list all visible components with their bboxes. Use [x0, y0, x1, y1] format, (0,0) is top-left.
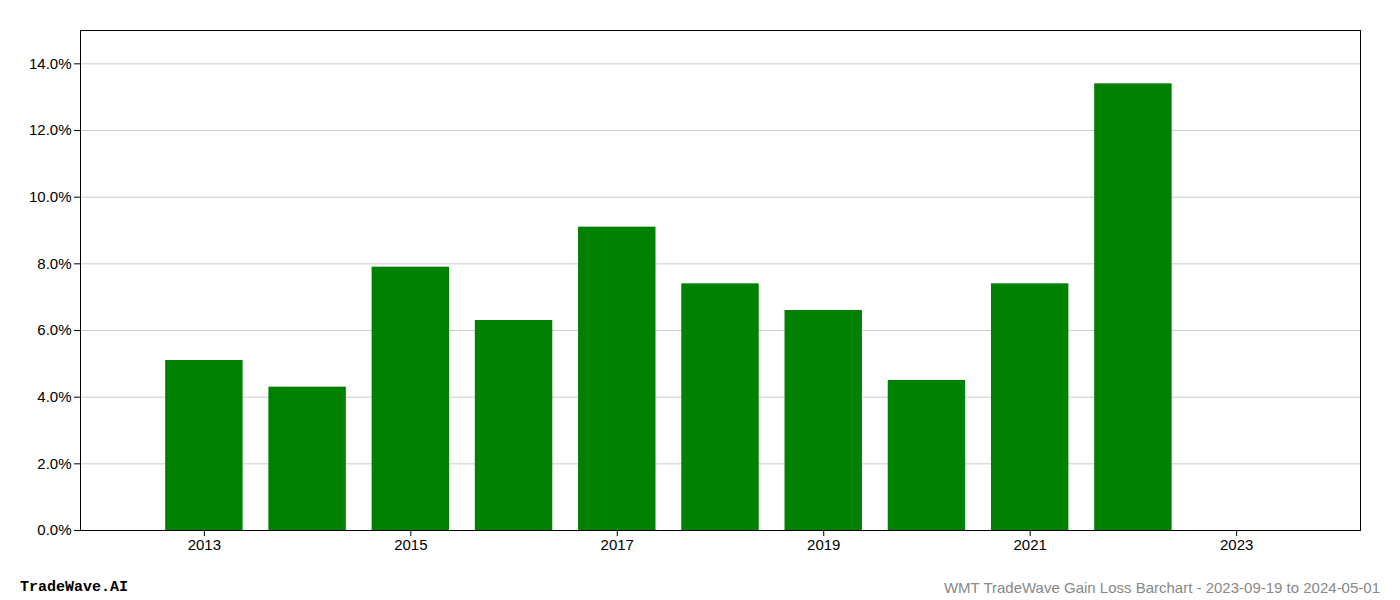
svg-text:12.0%: 12.0%: [29, 121, 72, 138]
svg-text:10.0%: 10.0%: [29, 188, 72, 205]
svg-text:2013: 2013: [188, 536, 221, 553]
html-text:WMT TradeWave Gain Loss Barcha: WMT TradeWave Gain Loss Barchart - 2023-…: [943, 578, 1380, 596]
svg-text:6.0%: 6.0%: [37, 321, 71, 338]
svg-text:4.0%: 4.0%: [37, 388, 71, 405]
svg-text:2023: 2023: [1220, 536, 1253, 553]
svg-text:0.0%: 0.0%: [37, 521, 71, 538]
svg-text:2017: 2017: [601, 536, 634, 553]
svg-text:14.0%: 14.0%: [29, 55, 72, 72]
svg-text:8.0%: 8.0%: [37, 255, 71, 272]
html-text:TradeWave.AI: TradeWave.AI: [20, 578, 128, 596]
svg-text:2021: 2021: [1013, 536, 1046, 553]
svg-text:2.0%: 2.0%: [37, 455, 71, 472]
svg-text:2015: 2015: [394, 536, 427, 553]
svg-text:2019: 2019: [807, 536, 840, 553]
